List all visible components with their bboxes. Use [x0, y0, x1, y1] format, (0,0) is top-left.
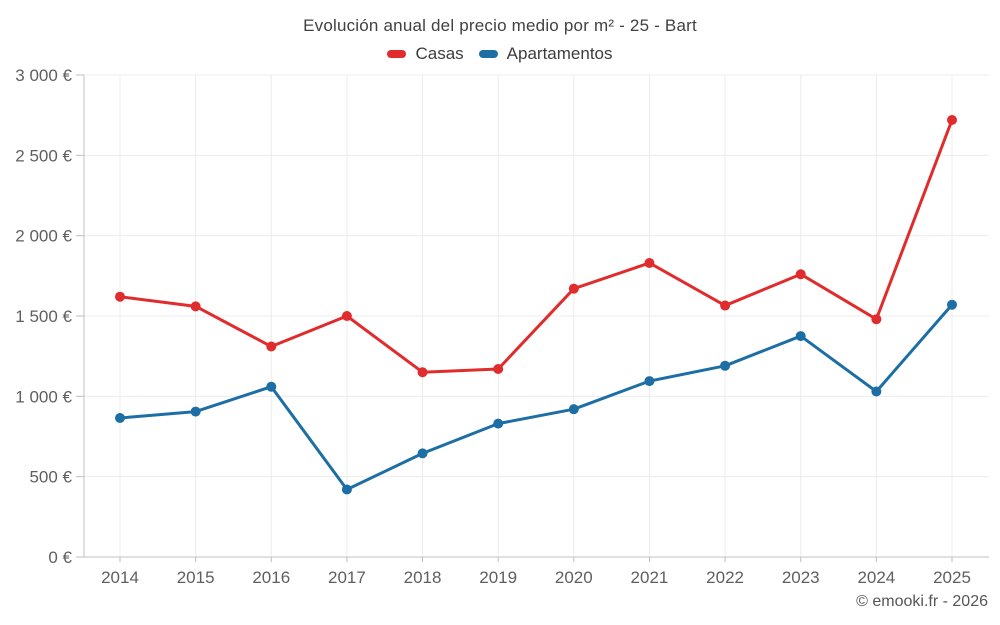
y-axis-label: 1 500 € [15, 307, 72, 326]
axis-labels: 0 € 500 € 1 000 € 1 500 € 2 000 € 2 500 € 3 00… [15, 66, 971, 587]
legend-swatch-apartamentos-icon [478, 50, 498, 58]
data-point-apartamentos-2023[interactable] [795, 331, 806, 342]
y-axis-label: 2 000 € [15, 227, 72, 246]
x-axis-label: 2021 [631, 568, 669, 587]
x-axis-label: 2019 [479, 568, 517, 587]
data-point-apartamentos-2022[interactable] [720, 360, 731, 371]
x-axis-label: 2020 [555, 568, 593, 587]
y-axis-label: 2 500 € [15, 146, 72, 165]
data-point-casas-2016[interactable] [266, 341, 277, 352]
legend-item-apartamentos[interactable]: Apartamentos [478, 44, 613, 64]
data-point-apartamentos-2015[interactable] [190, 406, 201, 417]
data-point-casas-2023[interactable] [795, 269, 806, 280]
legend-label-apartamentos: Apartamentos [506, 44, 613, 63]
chart-title: Evolución anual del precio medio por m² … [303, 16, 697, 35]
y-axis-label: 500 € [29, 468, 72, 487]
series-line-casas[interactable] [118, 118, 954, 374]
data-point-casas-2022[interactable] [720, 300, 731, 311]
data-point-casas-2024[interactable] [871, 314, 882, 325]
y-axis-label: 3 000 € [15, 66, 72, 85]
data-point-apartamentos-2019[interactable] [493, 418, 504, 429]
series-line-apartamentos[interactable] [118, 303, 954, 492]
data-point-casas-2014[interactable] [115, 291, 125, 302]
series-casas [115, 114, 957, 378]
data-point-apartamentos-2016[interactable] [266, 381, 277, 392]
x-axis-label: 2024 [857, 568, 895, 587]
data-point-apartamentos-2017[interactable] [341, 484, 352, 495]
data-point-apartamentos-2018[interactable] [417, 448, 428, 459]
data-point-apartamentos-2025[interactable] [947, 299, 957, 310]
chart-legend: Casas Apartamentos [0, 44, 1000, 64]
legend-swatch-casas-icon [387, 50, 407, 58]
data-point-casas-2017[interactable] [341, 311, 352, 321]
legend-label-casas: Casas [415, 44, 464, 63]
x-axis-label: 2017 [328, 568, 366, 587]
x-axis-label: 2015 [177, 568, 215, 587]
y-axis-label: 0 € [48, 548, 72, 567]
data-point-apartamentos-2021[interactable] [644, 376, 655, 387]
x-axis-label: 2022 [706, 568, 744, 587]
x-axis-label: 2014 [101, 568, 139, 587]
data-point-apartamentos-2014[interactable] [115, 413, 125, 424]
series-apartamentos [115, 299, 957, 495]
y-axis-label: 1 000 € [15, 387, 72, 406]
legend-item-casas[interactable]: Casas [387, 44, 464, 64]
grid-lines [84, 74, 989, 557]
x-axis-label: 2023 [782, 568, 820, 587]
data-point-casas-2020[interactable] [568, 283, 579, 294]
x-axis-label: 2016 [252, 568, 290, 587]
data-point-apartamentos-2024[interactable] [871, 386, 882, 397]
data-point-casas-2018[interactable] [417, 367, 428, 378]
data-point-apartamentos-2020[interactable] [568, 404, 579, 415]
watermark: © emooki.fr - 2026 [856, 593, 988, 610]
axes [76, 74, 989, 562]
data-point-casas-2015[interactable] [190, 301, 201, 312]
data-point-casas-2025[interactable] [947, 114, 957, 125]
data-point-casas-2019[interactable] [493, 364, 504, 375]
x-axis-label: 2018 [404, 568, 442, 587]
x-axis-label: 2025 [933, 568, 971, 587]
data-point-casas-2021[interactable] [644, 257, 655, 268]
